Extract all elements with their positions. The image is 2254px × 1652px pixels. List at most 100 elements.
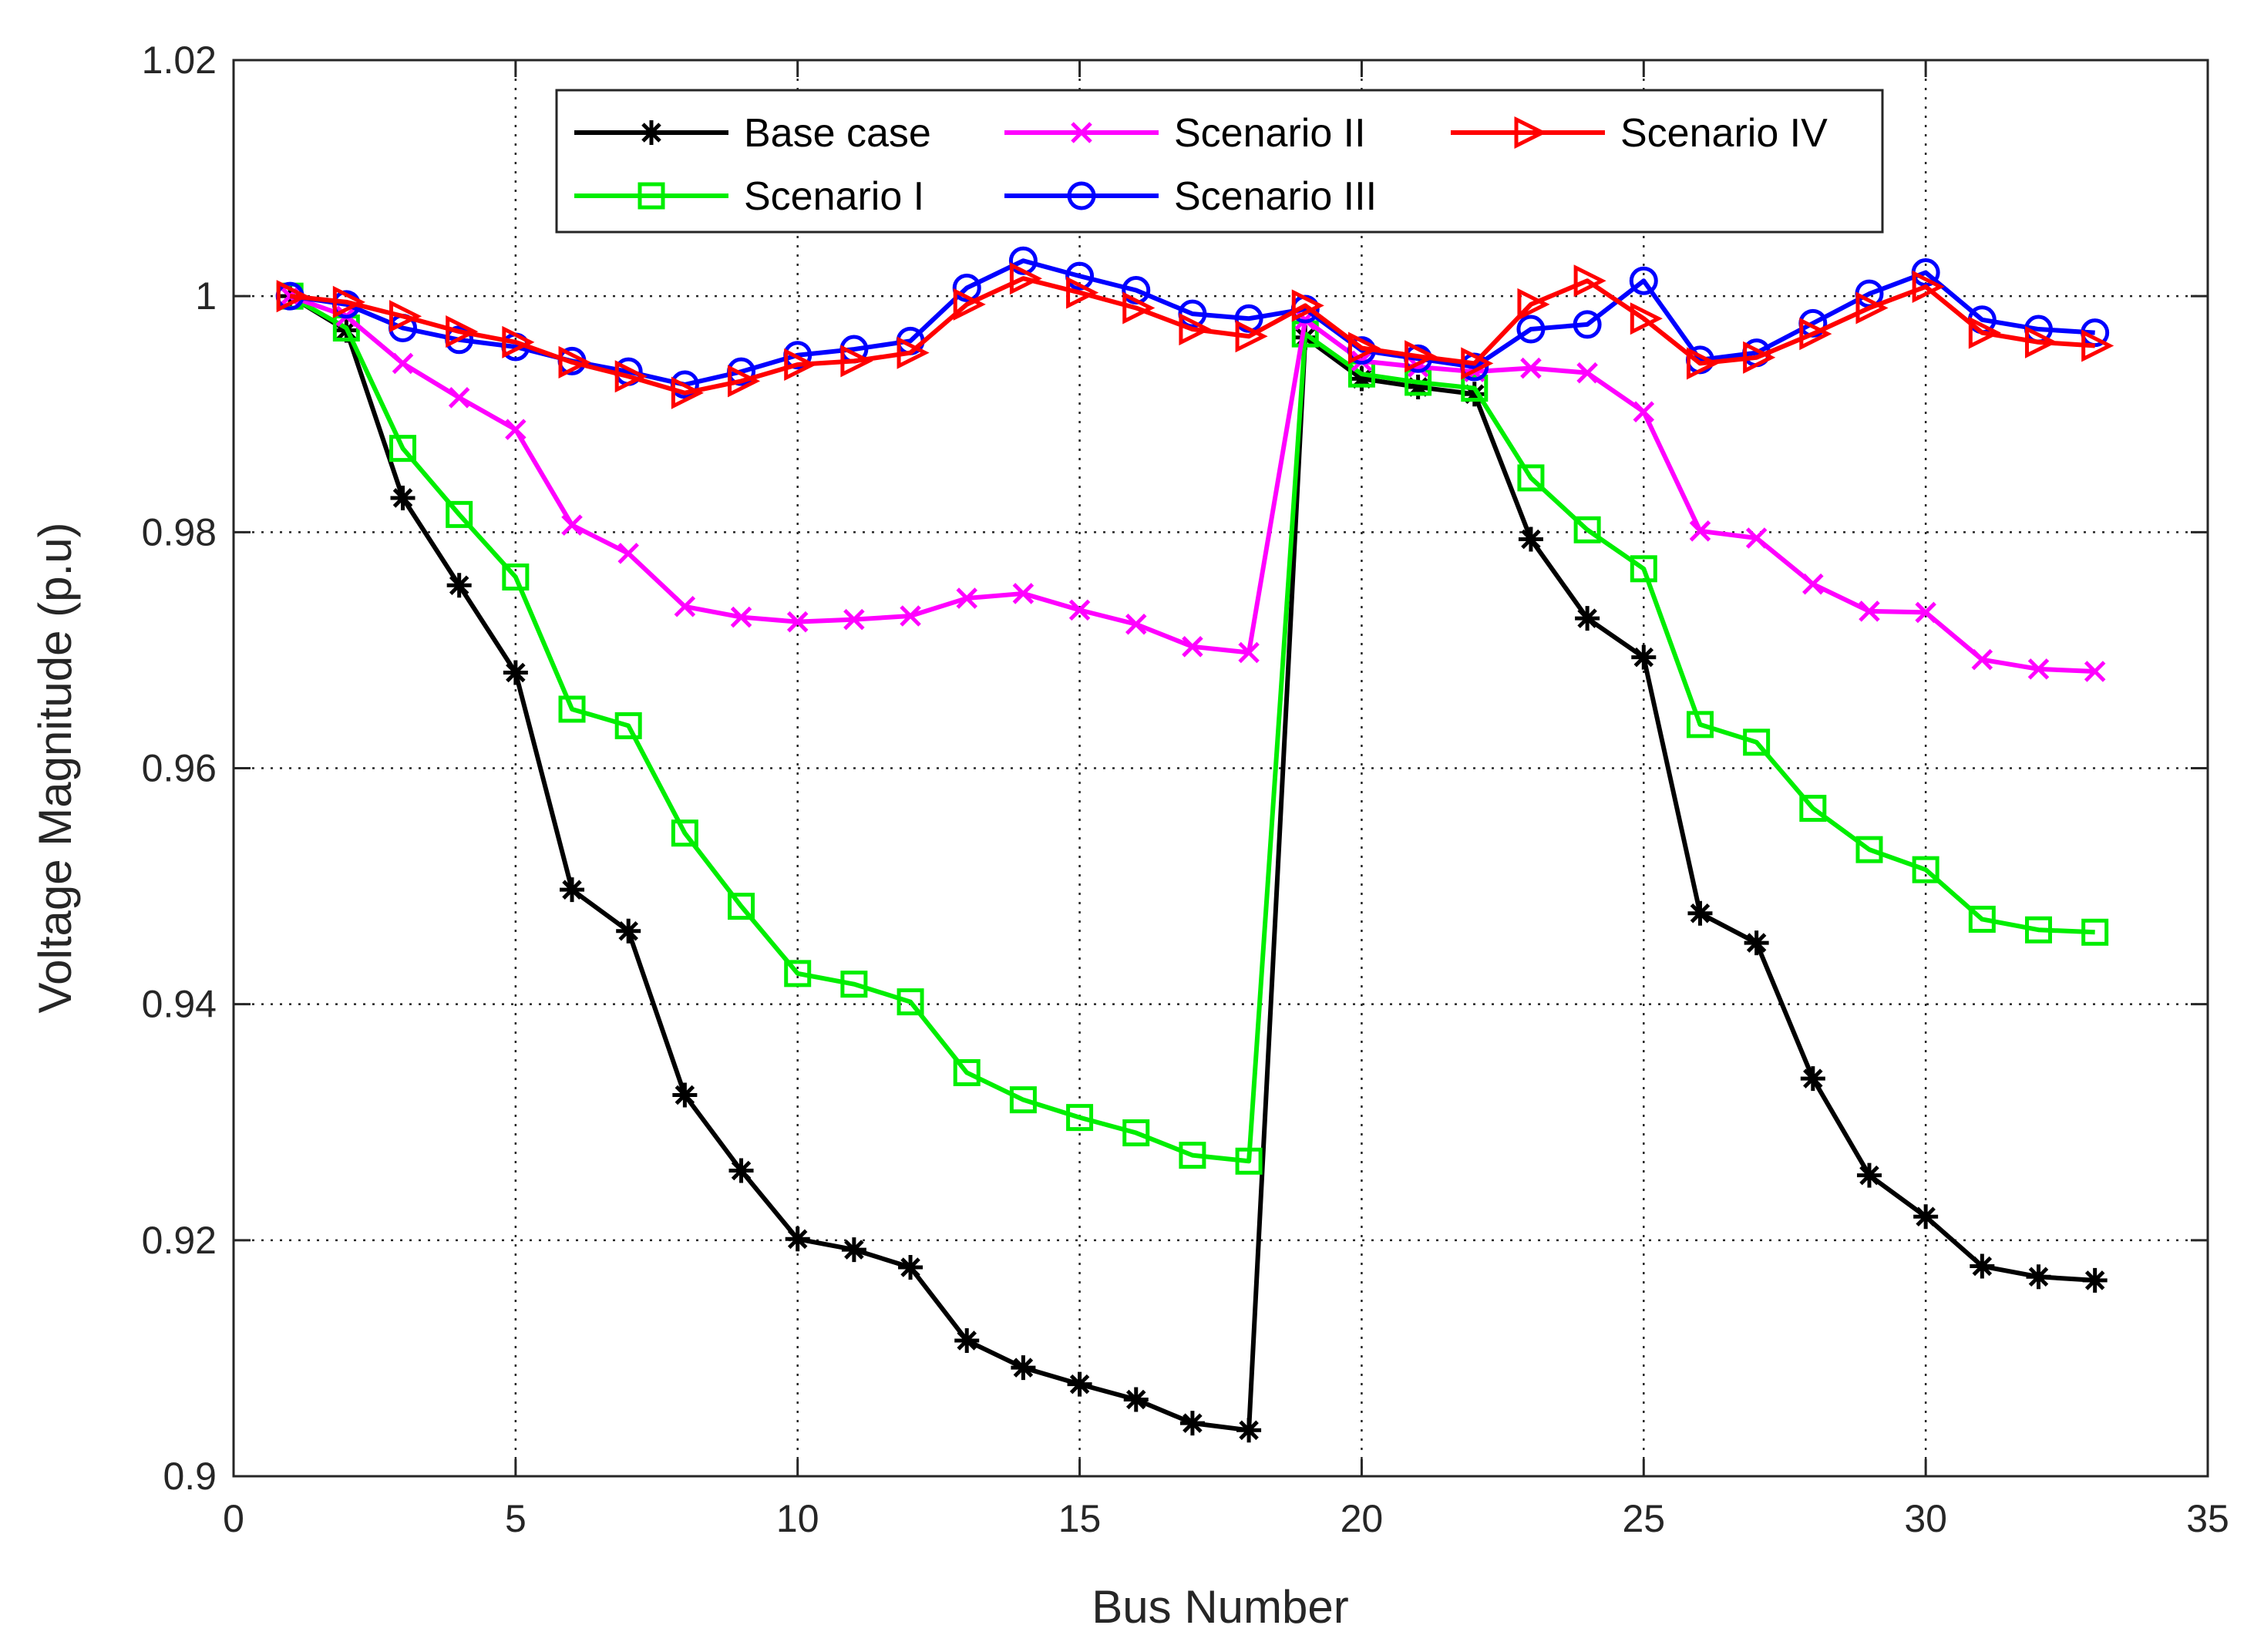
data-point-base-case: [1179, 1411, 1205, 1436]
data-point-scenario-ii: [674, 596, 696, 617]
data-point-scenario-iv: [2081, 329, 2114, 362]
data-point-scenario-iv: [840, 345, 873, 378]
x-tick-label: 20: [1341, 1497, 1384, 1540]
data-point-scenario-ii: [1520, 357, 1542, 379]
data-point-scenario-ii: [1859, 601, 1880, 622]
y-axis-title: Voltage Magnitude (p.u): [29, 522, 81, 1013]
legend-marker-scenario-iii: [1067, 181, 1096, 210]
data-point-scenario-i: [1235, 1147, 1263, 1175]
data-point-base-case: [728, 1158, 754, 1183]
data-point-scenario-iv: [1347, 331, 1381, 365]
legend-entry-scenario-iii: Scenario III: [1004, 174, 1377, 219]
data-point-scenario-i: [671, 819, 698, 847]
data-point-scenario-iv: [2024, 325, 2058, 358]
legend-marker-scenario-iv: [1514, 116, 1547, 150]
data-point-scenario-iii: [1629, 266, 1658, 295]
data-point-base-case: [446, 573, 472, 598]
x-tick-label: 10: [776, 1497, 819, 1540]
plot-area: [234, 60, 2208, 1476]
data-point-scenario-ii: [1068, 599, 1091, 621]
data-point-scenario-iv: [1461, 347, 1494, 380]
data-point-scenario-i: [1517, 464, 1545, 492]
data-point-scenario-iv: [1743, 341, 1776, 374]
data-point-scenario-iv: [1630, 302, 1663, 335]
series-base-case: [278, 284, 2108, 1443]
data-point-scenario-iv: [953, 288, 986, 321]
data-point-scenario-ii: [1633, 401, 1655, 422]
data-point-base-case: [1744, 930, 1769, 956]
data-point-scenario-iv: [1235, 320, 1268, 353]
data-point-scenario-iv: [1405, 340, 1438, 373]
data-point-base-case: [390, 485, 415, 510]
data-point-base-case: [1631, 644, 1657, 670]
data-point-scenario-i: [953, 1058, 981, 1086]
legend-box: [555, 89, 1884, 234]
data-point-scenario-iv: [1066, 276, 1099, 309]
data-point-scenario-iv: [671, 376, 704, 409]
y-tick-label: 0.96: [142, 747, 217, 790]
legend-entry-base-case: Base case: [574, 111, 931, 156]
data-point-base-case: [1518, 527, 1543, 552]
data-point-base-case: [2082, 1267, 2108, 1293]
data-point-scenario-ii: [2084, 661, 2106, 682]
series-scenario-iv: [276, 262, 2114, 409]
data-point-scenario-i: [502, 564, 530, 591]
data-point-base-case: [1011, 1355, 1036, 1381]
data-point-scenario-i: [1573, 516, 1601, 543]
data-point-scenario-iv: [1686, 347, 1720, 380]
data-point-base-case: [1687, 900, 1713, 926]
data-point-scenario-i: [1066, 1104, 1094, 1132]
legend-entry-scenario-ii: Scenario II: [1004, 111, 1366, 156]
data-point-base-case: [1856, 1162, 1882, 1188]
legend-label-scenario-iii: Scenario III: [1174, 174, 1377, 219]
data-point-scenario-ii: [505, 419, 526, 440]
data-point-scenario-ii: [617, 543, 639, 564]
legend-label-scenario-i: Scenario I: [744, 174, 924, 219]
data-point-scenario-ii: [561, 514, 583, 536]
data-point-scenario-ii: [843, 608, 865, 631]
data-point-scenario-ii: [900, 605, 921, 627]
data-point-scenario-iv: [276, 280, 309, 313]
series-line-scenario-i: [288, 294, 2095, 1164]
data-point-scenario-iv: [614, 360, 648, 393]
data-point-scenario-i: [614, 712, 642, 739]
data-point-scenario-i: [897, 988, 924, 1016]
data-point-scenario-iv: [446, 315, 479, 348]
data-point-base-case: [672, 1082, 698, 1108]
series-group: [275, 246, 2114, 1443]
legend-marker-base-case: [639, 120, 664, 145]
x-tick-label: 15: [1058, 1497, 1102, 1540]
data-point-scenario-ii: [1012, 583, 1034, 604]
y-tick-label: 0.94: [142, 983, 217, 1026]
data-point-scenario-i: [1009, 1086, 1037, 1114]
x-tick-label: 35: [2186, 1497, 2229, 1540]
data-point-base-case: [954, 1327, 980, 1353]
data-point-scenario-iv: [1122, 291, 1156, 325]
data-point-scenario-i: [1855, 836, 1883, 863]
data-point-scenario-iv: [784, 348, 817, 382]
y-tick-label: 0.98: [142, 510, 217, 553]
data-point-base-case: [1800, 1066, 1825, 1092]
legend-marker-scenario-i: [638, 182, 665, 210]
data-point-scenario-i: [558, 695, 586, 723]
legend-entry-scenario-i: Scenario I: [574, 174, 924, 219]
data-point-base-case: [898, 1255, 923, 1280]
data-point-base-case: [1349, 366, 1374, 392]
data-point-scenario-iv: [1009, 262, 1042, 295]
data-point-scenario-iv: [1291, 289, 1324, 322]
y-tick-label: 1: [195, 274, 217, 318]
data-point-scenario-i: [2081, 918, 2109, 946]
data-point-scenario-ii: [1802, 573, 1824, 595]
data-point-scenario-i: [446, 500, 473, 528]
series-line-scenario-iv: [289, 276, 2095, 395]
data-point-base-case: [841, 1237, 866, 1263]
legend-label-scenario-iv: Scenario IV: [1620, 111, 1828, 156]
data-point-scenario-i: [1630, 555, 1657, 583]
x-tick-label: 5: [505, 1497, 526, 1540]
data-point-scenario-ii: [1745, 527, 1768, 549]
data-point-base-case: [1067, 1371, 1092, 1397]
data-point-base-case: [503, 660, 528, 685]
data-point-scenario-iv: [728, 365, 761, 398]
data-point-scenario-iv: [1179, 312, 1212, 346]
